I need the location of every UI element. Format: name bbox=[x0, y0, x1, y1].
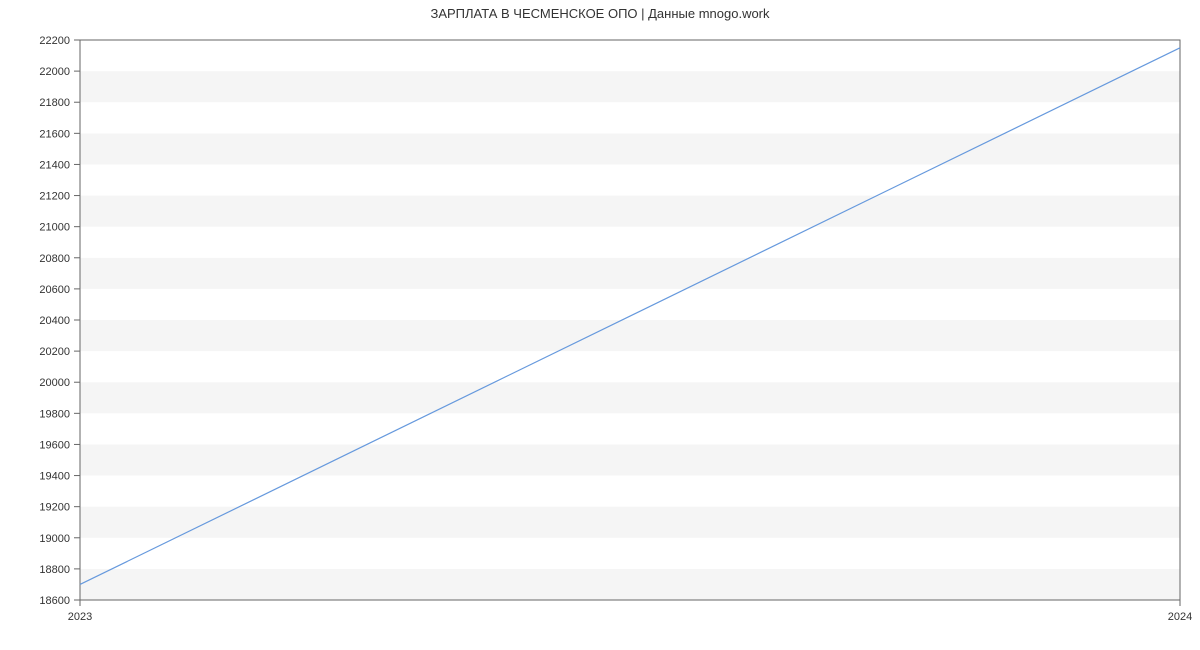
y-tick-label: 21000 bbox=[39, 222, 70, 234]
grid-band bbox=[80, 196, 1180, 227]
y-tick-label: 20600 bbox=[39, 284, 70, 296]
y-tick-label: 20400 bbox=[39, 315, 70, 327]
grid-band bbox=[80, 71, 1180, 102]
y-tick-label: 19600 bbox=[39, 439, 70, 451]
y-tick-label: 18800 bbox=[39, 564, 70, 576]
grid-band bbox=[80, 227, 1180, 258]
y-tick-label: 19400 bbox=[39, 471, 70, 483]
grid-band bbox=[80, 351, 1180, 382]
y-tick-label: 19000 bbox=[39, 533, 70, 545]
y-tick-label: 20800 bbox=[39, 253, 70, 265]
grid-band bbox=[80, 289, 1180, 320]
x-tick-label: 2023 bbox=[68, 611, 92, 623]
grid-band bbox=[80, 40, 1180, 71]
grid-band bbox=[80, 538, 1180, 569]
grid-band bbox=[80, 569, 1180, 600]
y-tick-label: 20200 bbox=[39, 346, 70, 358]
grid-band bbox=[80, 444, 1180, 475]
chart-container: ЗАРПЛАТА В ЧЕСМЕНСКОЕ ОПО | Данные mnogo… bbox=[0, 0, 1200, 650]
y-tick-label: 18600 bbox=[39, 595, 70, 607]
y-tick-label: 20000 bbox=[39, 377, 70, 389]
chart-svg: 18600 18800 19000 19200 19400 19600 19800 20000… bbox=[0, 0, 1200, 650]
y-tick-label: 21400 bbox=[39, 159, 70, 171]
y-tick-label: 21600 bbox=[39, 128, 70, 140]
y-tick-label: 22000 bbox=[39, 66, 70, 78]
grid-band bbox=[80, 382, 1180, 413]
grid-band bbox=[80, 133, 1180, 164]
grid-band bbox=[80, 164, 1180, 195]
y-tick-label: 19800 bbox=[39, 408, 70, 420]
grid-band bbox=[80, 413, 1180, 444]
y-tick-label: 22200 bbox=[39, 35, 70, 47]
grid-band bbox=[80, 258, 1180, 289]
y-tick-label: 21800 bbox=[39, 97, 70, 109]
y-tick-label: 19200 bbox=[39, 502, 70, 514]
y-tick-label: 21200 bbox=[39, 191, 70, 203]
grid-band bbox=[80, 507, 1180, 538]
grid-band bbox=[80, 320, 1180, 351]
grid-band bbox=[80, 476, 1180, 507]
x-tick-label: 2024 bbox=[1168, 611, 1192, 623]
